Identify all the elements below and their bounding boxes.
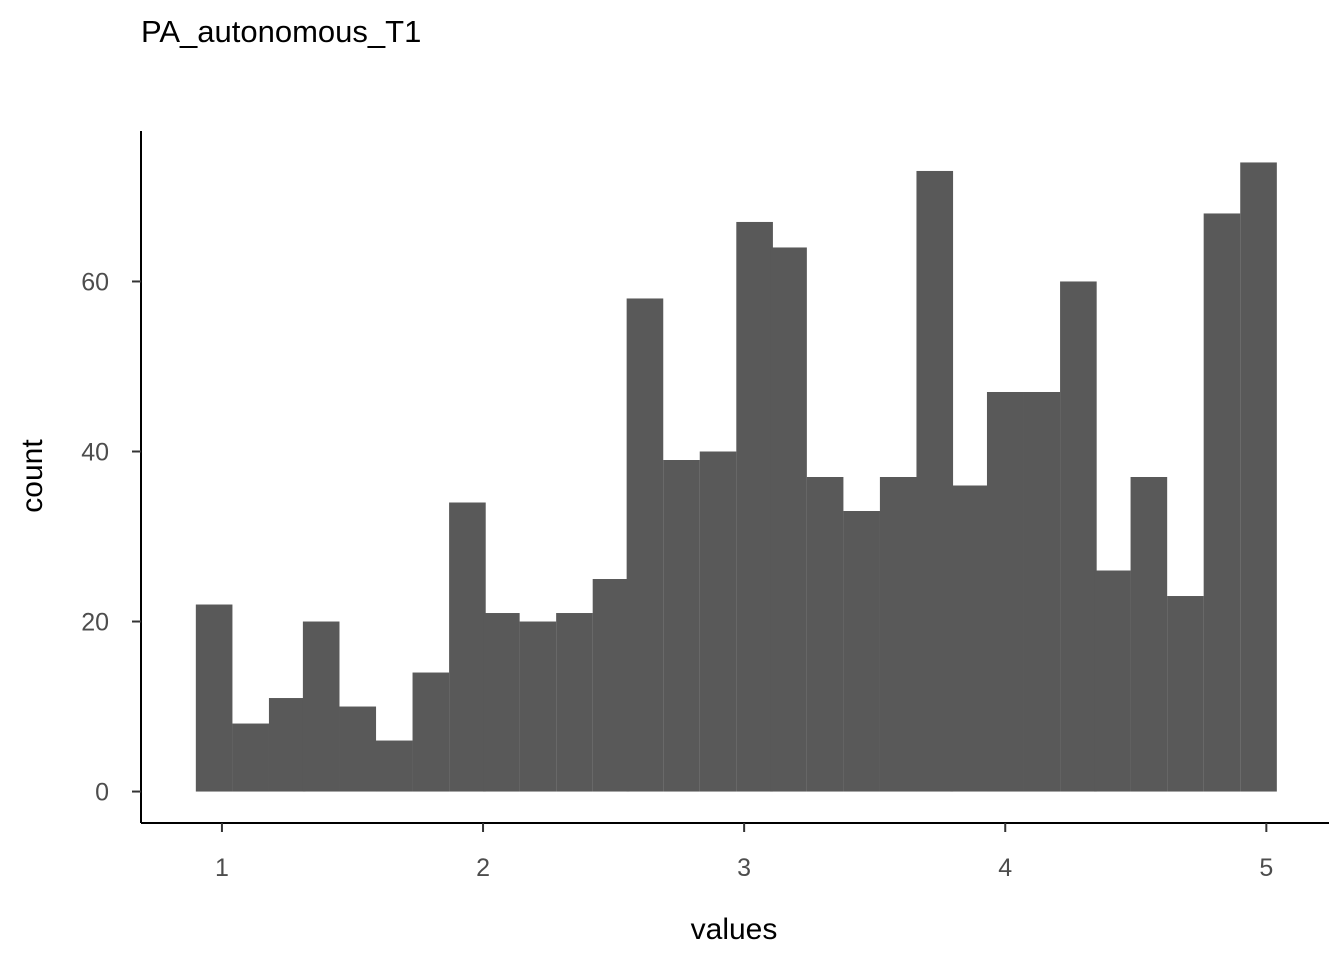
y-tick-label-1: 20 [81, 609, 109, 637]
y-tick-label-3: 60 [81, 268, 109, 296]
histogram-bar-26 [1130, 477, 1168, 792]
histogram-bar-23 [1023, 391, 1061, 792]
histogram-bar-1 [232, 723, 269, 792]
histogram-bar-18 [843, 511, 880, 792]
histogram-bar-5 [375, 740, 413, 792]
histogram-bar-14 [699, 451, 737, 792]
histogram-bar-6 [412, 672, 450, 792]
histogram-bar-10 [556, 613, 593, 792]
histogram-bar-11 [592, 579, 630, 792]
histogram-bar-13 [663, 460, 700, 792]
histogram-bar-27 [1167, 596, 1204, 792]
histogram-bar-9 [519, 621, 557, 792]
histogram-bar-17 [806, 477, 844, 792]
histogram-bar-2 [268, 698, 306, 792]
x-tick-label-1: 2 [476, 854, 490, 882]
x-tick-label-3: 4 [998, 854, 1012, 882]
histogram-bar-12 [626, 298, 664, 792]
chart-title: PA_autonomous_T1 [141, 14, 421, 49]
bars-group [195, 162, 1277, 792]
x-axis-ticks: 1 2 3 4 5 [215, 823, 1273, 882]
histogram-bar-24 [1060, 281, 1097, 792]
x-axis-label: values [691, 913, 778, 946]
x-tick-label-2: 3 [737, 854, 751, 882]
histogram-bar-16 [770, 247, 807, 792]
y-axis-ticks: 0 20 40 60 [81, 268, 141, 807]
histogram-bar-3 [302, 621, 340, 792]
x-tick-label-0: 1 [215, 854, 229, 882]
x-tick-label-4: 5 [1259, 854, 1273, 882]
y-tick-label-2: 40 [81, 438, 109, 466]
histogram-bar-29 [1240, 162, 1277, 792]
histogram-bar-25 [1094, 570, 1131, 792]
histogram-bar-22 [986, 391, 1024, 792]
histogram-bar-4 [339, 706, 377, 792]
histogram-bar-15 [736, 221, 773, 792]
histogram-bar-7 [449, 502, 486, 792]
histogram-bar-0 [195, 604, 233, 792]
y-tick-label-0: 0 [95, 779, 109, 807]
histogram-bar-19 [879, 477, 917, 792]
histogram-bar-20 [916, 170, 954, 792]
y-axis-label: count [16, 439, 49, 513]
histogram-bar-28 [1203, 213, 1241, 792]
histogram-bar-8 [483, 613, 520, 792]
histogram-bar-21 [950, 485, 988, 792]
